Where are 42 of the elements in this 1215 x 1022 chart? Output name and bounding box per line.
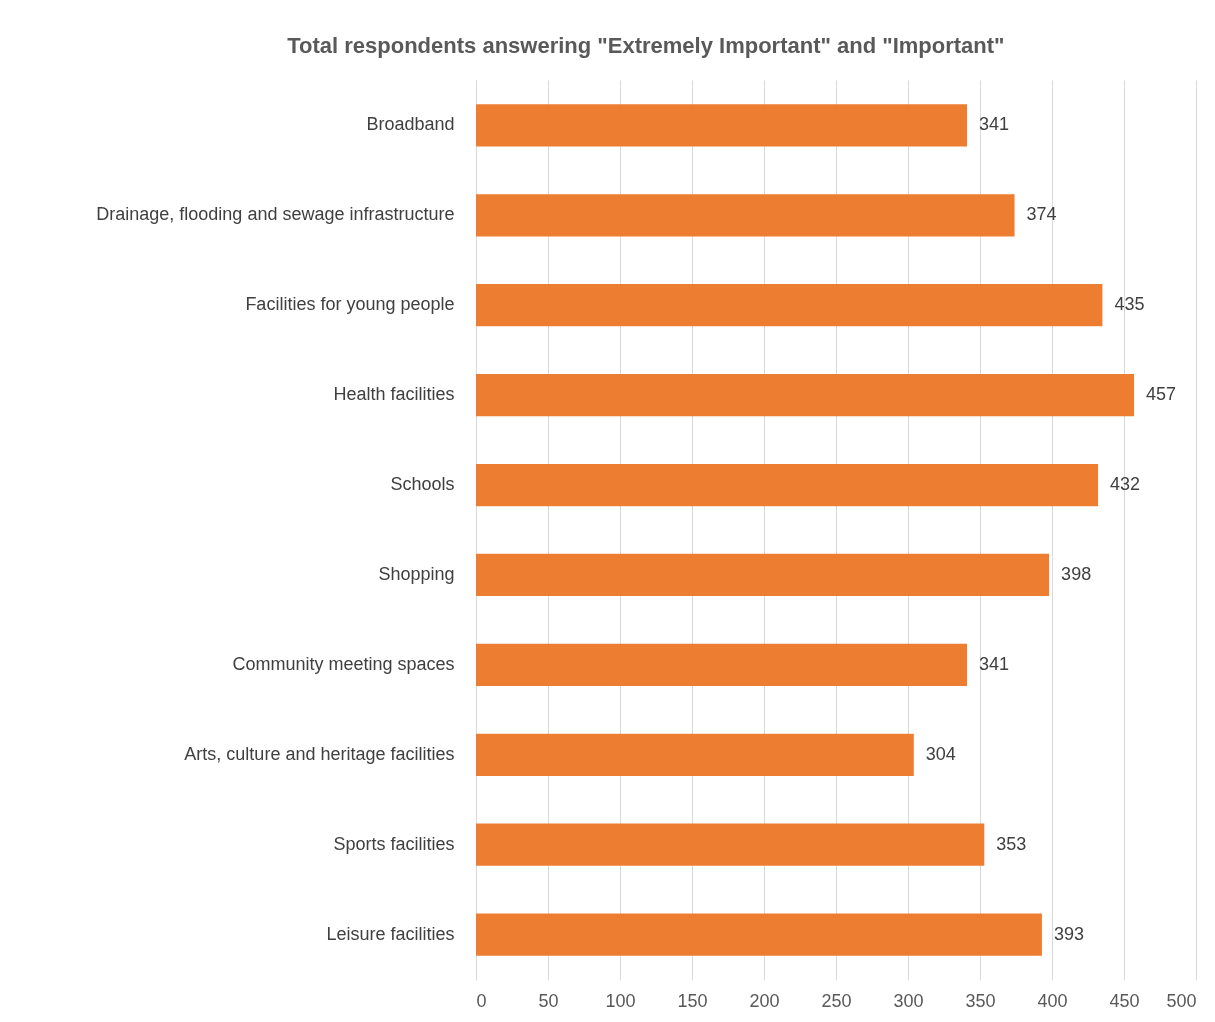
y-tick-label: Arts, culture and heritage facilities	[184, 743, 455, 764]
bar	[476, 194, 1015, 237]
y-tick-label: Community meeting spaces	[232, 653, 455, 674]
x-tick-label: 500	[1166, 990, 1197, 1011]
bar	[476, 643, 968, 686]
bar	[476, 913, 1042, 956]
bar	[476, 104, 968, 147]
data-label: 432	[1110, 474, 1141, 495]
x-tick-label: 450	[1109, 990, 1140, 1011]
data-label: 398	[1061, 563, 1092, 584]
bar	[476, 463, 1099, 507]
x-tick-label: 150	[677, 990, 708, 1011]
data-label: 457	[1146, 384, 1177, 405]
chart-title: Total respondents answering "Extremely Important" and "Important"	[287, 33, 1005, 58]
data-label: 304	[925, 743, 956, 764]
y-tick-label: Schools	[390, 474, 455, 495]
data-label: 341	[979, 114, 1010, 135]
x-tick-label: 50	[538, 990, 559, 1011]
y-tick-label: Broadband	[366, 114, 455, 135]
data-label: 341	[979, 653, 1010, 674]
bar	[476, 553, 1050, 597]
x-tick-label: 100	[605, 990, 636, 1011]
x-tick-label: 200	[749, 990, 780, 1011]
bar	[476, 823, 985, 866]
data-label: 435	[1114, 294, 1145, 315]
data-label: 393	[1053, 923, 1084, 944]
y-tick-label: Drainage, flooding and sewage infrastructure	[96, 204, 455, 225]
y-tick-label: Sports facilities	[333, 833, 455, 854]
x-tick-label: 250	[821, 990, 852, 1011]
y-tick-label: Leisure facilities	[326, 923, 455, 944]
x-tick-label: 400	[1037, 990, 1068, 1011]
x-tick-label: 300	[893, 990, 924, 1011]
bar	[476, 374, 1135, 417]
bar	[476, 733, 914, 776]
data-label: 353	[996, 833, 1027, 854]
data-label: 374	[1026, 204, 1057, 225]
y-tick-label: Shopping	[378, 563, 455, 584]
y-tick-label: Health facilities	[333, 384, 455, 405]
x-tick-label: 0	[476, 990, 487, 1011]
bar	[476, 284, 1103, 327]
x-tick-label: 350	[965, 990, 996, 1011]
y-tick-label: Facilities for young people	[245, 294, 455, 315]
